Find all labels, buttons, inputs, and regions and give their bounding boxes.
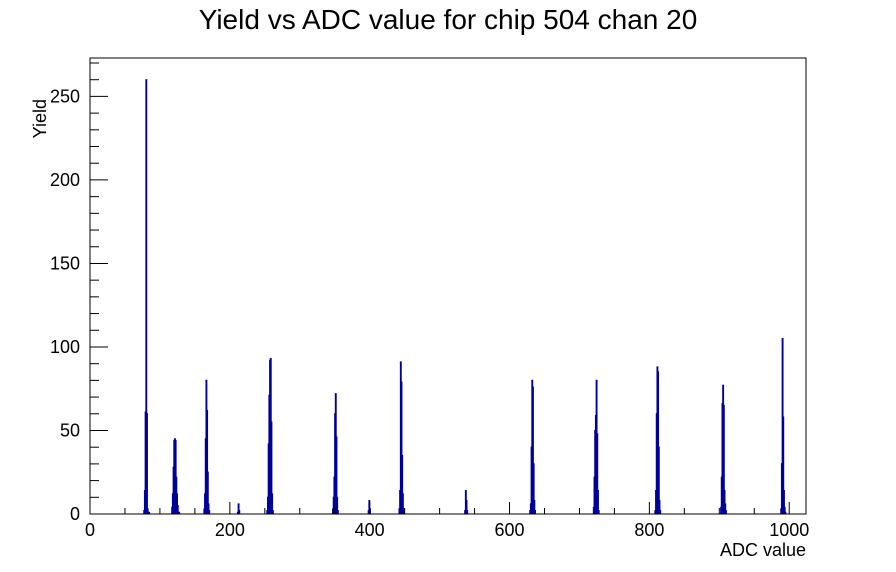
histogram-bin xyxy=(336,496,339,514)
histogram-bin xyxy=(783,490,785,514)
histogram-bin xyxy=(532,463,535,514)
histogram-bin xyxy=(176,505,179,514)
histogram-bin xyxy=(271,510,274,514)
histogram-bin xyxy=(401,493,404,514)
x-tick-label: 1000 xyxy=(769,520,809,540)
histogram-bin xyxy=(532,386,534,514)
histogram-bin xyxy=(597,510,600,514)
y-tick-label: 50 xyxy=(60,420,80,440)
y-tick-label: 150 xyxy=(50,253,80,273)
histogram-bin xyxy=(146,413,148,514)
histogram-layer xyxy=(143,79,787,514)
histogram-bin xyxy=(782,416,785,514)
x-tick-label: 600 xyxy=(495,520,525,540)
histogram-bin xyxy=(270,421,273,514)
x-tick-label: 200 xyxy=(215,520,245,540)
histogram-bin xyxy=(722,404,725,514)
histogram-bin xyxy=(657,371,660,514)
histogram-bin xyxy=(237,503,240,514)
y-tick-label: 0 xyxy=(70,504,80,524)
ticks-layer: 0 200 400 600 800 1000 0 50 100 150 200 250 xyxy=(50,62,809,540)
x-tick-label: 400 xyxy=(355,520,385,540)
y-axis-label: Yield xyxy=(30,99,50,138)
histogram-bin xyxy=(597,490,599,514)
y-tick-label: 100 xyxy=(50,337,80,357)
y-tick-label: 200 xyxy=(50,170,80,190)
histogram-bin xyxy=(206,409,209,514)
histogram-bin xyxy=(146,508,149,514)
histogram-bin xyxy=(271,493,274,514)
histogram-bin xyxy=(784,511,787,514)
histogram-bin xyxy=(176,493,178,514)
histogram-bin xyxy=(336,510,339,514)
histogram-bin xyxy=(206,471,209,514)
histogram-bin xyxy=(402,508,405,514)
histogram-bin xyxy=(335,436,338,514)
histogram-bin xyxy=(145,79,148,514)
histogram-bin xyxy=(238,510,241,514)
plot-frame xyxy=(89,57,807,515)
histogram-bin xyxy=(533,500,536,514)
histogram-bin xyxy=(207,503,210,514)
histogram-bin xyxy=(400,381,403,514)
histogram-bin xyxy=(724,503,727,514)
histogram-bin xyxy=(178,511,181,514)
axes-layer xyxy=(89,57,807,515)
chart-title: Yield vs ADC value for chip 504 chan 20 xyxy=(199,4,698,35)
x-axis-label: ADC value xyxy=(720,540,806,560)
histogram-bin xyxy=(724,510,727,514)
x-tick-label: 800 xyxy=(634,520,664,540)
histogram-bin xyxy=(659,510,662,514)
histogram-bin xyxy=(534,510,536,514)
y-tick-label: 250 xyxy=(50,86,80,106)
histogram-bin xyxy=(465,500,468,514)
histogram-bin xyxy=(783,506,786,514)
histogram-bin xyxy=(401,454,404,514)
histogram-bin xyxy=(466,510,469,514)
histogram-bin xyxy=(596,433,599,514)
x-tick-label: 0 xyxy=(85,520,95,540)
histogram-bin xyxy=(148,511,151,514)
histogram-bin xyxy=(723,490,726,514)
histogram-bin xyxy=(208,510,211,514)
histogram-bin xyxy=(658,500,661,514)
histogram-bin xyxy=(657,446,660,514)
